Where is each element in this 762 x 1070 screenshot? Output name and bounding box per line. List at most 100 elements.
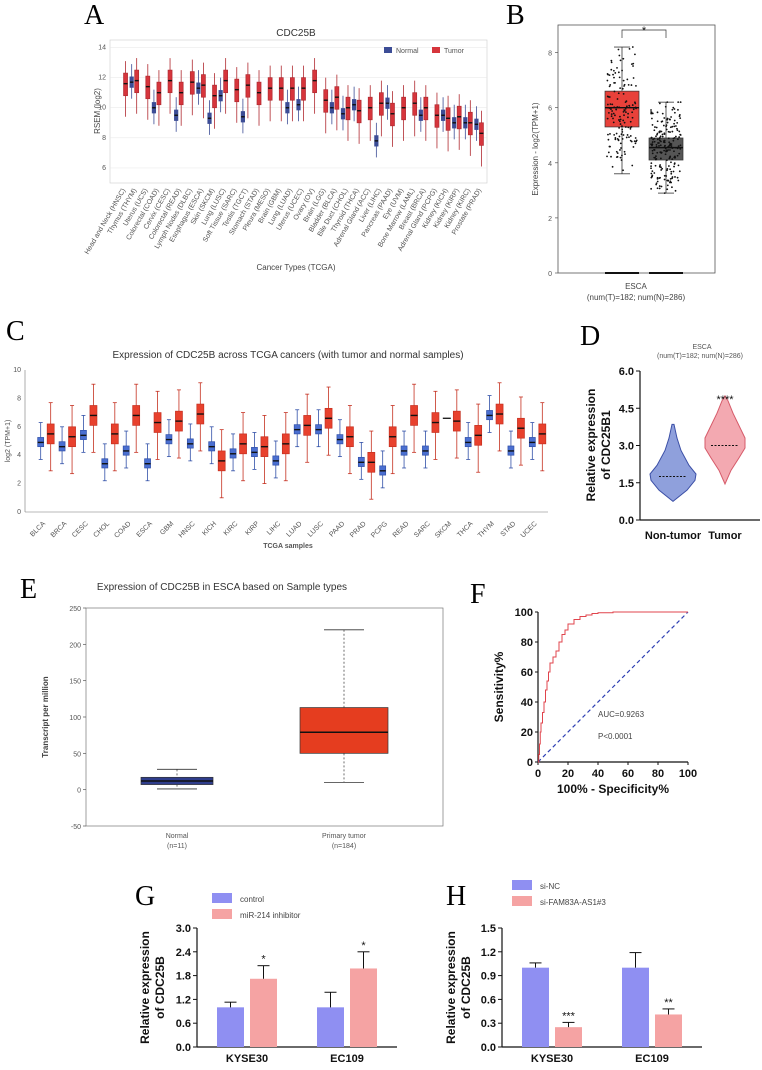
panel-h-bar	[522, 967, 549, 1047]
panel-b-point	[618, 119, 620, 121]
panel-h-bar	[655, 1014, 682, 1047]
panel-b-point	[655, 157, 658, 160]
panel-b-point	[622, 169, 625, 172]
panel-h-ylabel: Relative expression	[444, 931, 458, 1044]
panel-e-ytick: 250	[69, 606, 81, 613]
panel-b-point	[608, 96, 611, 98]
panel-b-point	[659, 157, 662, 160]
panel-b-point	[653, 149, 656, 151]
panel-b-point	[624, 108, 627, 110]
panel-f-roc-curve	[538, 611, 688, 763]
panel-a-tumor-box-box	[423, 96, 429, 121]
panel-c-category-label: PCPG	[370, 520, 389, 539]
panel-c-category-label: KIRC	[223, 520, 240, 537]
panel-a-tumor-box-box	[401, 96, 406, 121]
panel-b-point	[673, 125, 676, 128]
panel-b-point	[634, 142, 637, 145]
panel-b-point	[615, 108, 618, 111]
panel-b-point	[627, 84, 630, 86]
panel-b-point	[663, 149, 666, 152]
panel-b-ytick: 2	[548, 216, 552, 223]
panel-b-point	[609, 133, 611, 135]
panel-b-point	[669, 177, 672, 180]
panel-e-ytick: 200	[69, 642, 81, 649]
panel-a-legend-normal-swatch	[384, 47, 392, 53]
panel-h-legend-swatch	[512, 896, 532, 906]
panel-a-tumor-box-box	[201, 74, 206, 98]
panel-b-point	[678, 170, 681, 173]
panel-b-point	[669, 168, 672, 171]
panel-b-point	[667, 179, 669, 182]
panel-c-ytick: 0	[17, 509, 21, 516]
panel-b-point	[664, 105, 667, 108]
panel-g-significance: *	[261, 954, 266, 966]
panel-a-tumor-box-box	[256, 81, 262, 106]
panel-b-point	[623, 121, 626, 124]
panel-b-point	[669, 118, 671, 121]
panel-b-point	[671, 108, 674, 111]
panel-d-violin-non-tumor	[649, 423, 697, 503]
panel-b-point	[665, 159, 668, 162]
panel-c-title: Expression of CDC25B across TCGA cancers…	[112, 350, 463, 361]
panel-f-xlabel: 100% - Specificity%	[557, 782, 669, 796]
panel-b-point	[614, 138, 617, 141]
panel-c-ytick: 6	[17, 424, 21, 431]
panel-b-point	[619, 149, 621, 151]
panel-c-category-label: ESCA	[136, 520, 155, 539]
panel-b-point	[613, 106, 616, 109]
panel-b-point	[669, 131, 671, 133]
panel-b-point	[615, 156, 618, 158]
panel-b-point	[619, 59, 622, 62]
panel-a-tumor-box-box	[290, 77, 295, 101]
panel-b-point	[673, 122, 675, 125]
panel-b-point	[666, 121, 669, 124]
panel-a-tumor-box-box	[301, 77, 306, 101]
panel-b-point	[622, 57, 625, 60]
panel-e-category-n: (n=11)	[167, 843, 187, 850]
panel-b-point	[620, 159, 623, 161]
panel-b-point	[626, 134, 629, 136]
panel-b-point	[629, 120, 632, 123]
panel-b-point	[677, 164, 680, 167]
panel-b-point	[650, 176, 653, 179]
panel-b-point	[676, 176, 679, 179]
panel-b-point	[663, 192, 666, 194]
panel-b-point	[678, 136, 681, 138]
panel-b-point	[679, 117, 682, 119]
panel-a-ytick: 12	[98, 75, 106, 82]
panel-b-point	[673, 156, 676, 159]
panel-c-category-label: LUSC	[307, 520, 325, 538]
panel-b-point	[628, 106, 631, 109]
panel-b-point	[651, 112, 654, 115]
panel-a-tumor-box-box	[467, 111, 473, 136]
panel-b-point	[678, 130, 681, 133]
panel-g-bar	[350, 968, 377, 1047]
panel-letter-g: G	[135, 881, 155, 912]
panel-e-box	[299, 707, 389, 754]
panel-b-point	[614, 137, 617, 139]
panel-b-point	[673, 111, 676, 114]
panel-b-point	[618, 54, 621, 57]
panel-e-category-n: (n=184)	[332, 843, 356, 850]
panel-d-chart: ESCA (num(T)=182; num(N)=286) 0.0 1.5 3.0 4.5…	[584, 344, 760, 542]
panel-b-point	[629, 135, 632, 137]
panel-c-category-label: SKCM	[434, 520, 453, 539]
panel-b-point	[672, 170, 675, 173]
panel-c-category-label: THYM	[477, 520, 496, 539]
panel-b-point	[656, 187, 659, 190]
panel-b-point	[658, 145, 660, 147]
panel-b-point	[667, 130, 670, 133]
panel-h-ytick: 0.6	[481, 994, 496, 1006]
panel-b-ylabel: Expression - log2(TPM+1)	[531, 102, 540, 195]
panel-b-point	[661, 135, 664, 138]
panel-h-bar	[555, 1027, 582, 1047]
panel-b-point	[655, 143, 658, 146]
panel-g-ytick: 2.4	[176, 947, 192, 959]
panel-h-legend-swatch	[512, 880, 532, 890]
panel-b-point	[608, 107, 611, 109]
panel-b-point	[673, 165, 675, 168]
panel-b-point	[650, 109, 652, 111]
panel-b-point	[660, 166, 662, 169]
panel-b-point	[609, 145, 611, 148]
panel-b-point	[672, 139, 675, 142]
